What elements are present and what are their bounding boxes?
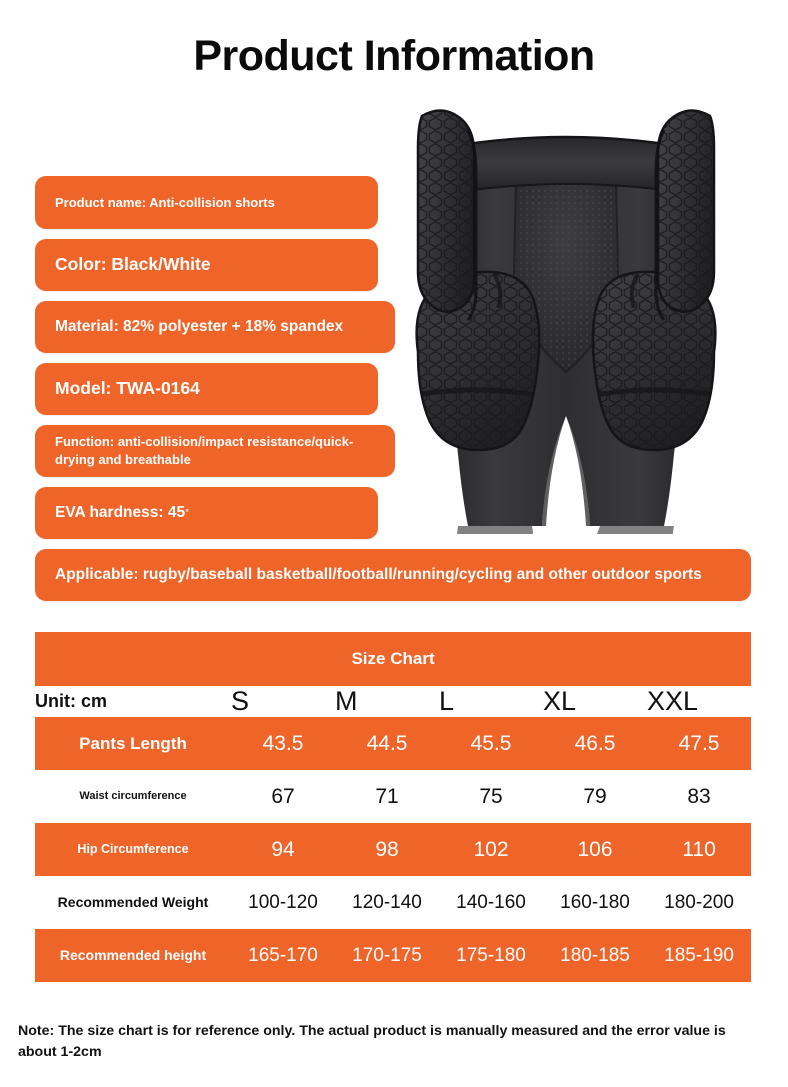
spec-pill-function: Function: anti-collision/impact resistan… [35,425,395,477]
cell-value: 180-200 [647,876,752,929]
row-label-recommended-height: Recommended height [35,929,231,982]
page-title: Product Information [193,32,595,80]
cell-value: 67 [231,770,335,823]
size-chart-note: Note: The size chart is for reference on… [18,1023,726,1061]
size-chart-title-row: Size Chart [35,632,752,686]
unit-label: Unit: cm [35,686,231,717]
cell-value: 94 [231,823,335,876]
spec-pill-label: Model: TWA-0164 [55,378,200,399]
cell-value: 100-120 [231,876,335,929]
cell-value: 75 [439,770,543,823]
spec-pill-label: EVA hardness: 45 [55,503,186,521]
cell-value: 98 [335,823,439,876]
spec-pill-label: Function: anti-collision/impact resistan… [55,434,354,467]
cell-value: 71 [335,770,439,823]
cell-value: 165-170 [231,929,335,982]
cell-value: 106 [543,823,647,876]
spec-pill-model: Model: TWA-0164 [35,363,378,415]
size-header-m: M [335,686,439,717]
cell-value: 83 [647,770,752,823]
cell-value: 79 [543,770,647,823]
size-chart-table: Size Chart Unit: cm S M L XL XXL Pants L… [35,632,752,982]
spec-pill-color: Color: Black/White [35,239,378,291]
spec-pill-material: Material: 82% polyester + 18% spandex [35,301,395,353]
row-label-waist-circumference: Waist circumference [35,770,231,823]
cell-value: 47.5 [647,717,752,770]
spec-pill-label: Color: Black/White [55,254,211,275]
size-chart-title: Size Chart [35,632,752,686]
size-header-s: S [231,686,335,717]
cell-value: 44.5 [335,717,439,770]
row-label-pants-length: Pants Length [35,717,231,770]
size-header-xl: XL [543,686,647,717]
cell-value: 160-180 [543,876,647,929]
cell-value: 120-140 [335,876,439,929]
cell-value: 110 [647,823,752,876]
cell-value: 170-175 [335,929,439,982]
cell-value: 175-180 [439,929,543,982]
table-row: Pants Length 43.5 44.5 45.5 46.5 47.5 [35,717,752,770]
cell-value: 140-160 [439,876,543,929]
spec-pill-applicable: Applicable: rugby/baseball basketball/fo… [35,549,751,601]
table-row: Recommended Weight 100-120 120-140 140-1… [35,876,752,929]
cell-value: 185-190 [647,929,752,982]
cell-value: 46.5 [543,717,647,770]
table-row: Recommended height 165-170 170-175 175-1… [35,929,752,982]
spec-pill-label: Product name: Anti-collision shorts [55,194,275,210]
table-row: Hip Circumference 94 98 102 106 110 [35,823,752,876]
cell-value: 180-185 [543,929,647,982]
size-chart-header-row: Unit: cm S M L XL XXL [35,686,752,717]
table-row: Waist circumference 67 71 75 79 83 [35,770,752,823]
spec-pill-label: Applicable: rugby/baseball basketball/fo… [55,565,702,583]
cell-value: 43.5 [231,717,335,770]
spec-pill-list: Product name: Anti-collision shorts Colo… [35,176,751,611]
spec-pill-eva-hardness: EVA hardness: 45 ° [35,487,378,539]
row-label-hip-circumference: Hip Circumference [35,823,231,876]
spec-pill-product-name: Product name: Anti-collision shorts [35,176,378,229]
cell-value: 102 [439,823,543,876]
product-image [398,104,734,546]
size-header-xxl: XXL [647,686,752,717]
row-label-recommended-weight: Recommended Weight [35,876,231,929]
cell-value: 45.5 [439,717,543,770]
spec-pill-label: Material: 82% polyester + 18% spandex [55,317,344,335]
size-header-l: L [439,686,543,717]
